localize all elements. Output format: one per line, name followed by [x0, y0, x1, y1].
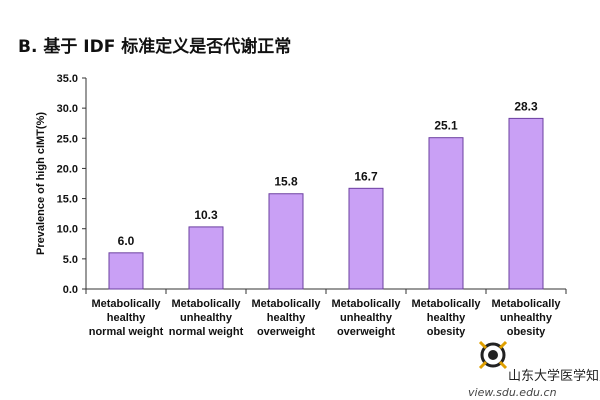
y-axis-title-group: Prevalence of high cIMT(%): [35, 112, 47, 255]
watermark-url: view.sdu.edu.cn: [468, 386, 557, 399]
data-label: 25.1: [434, 119, 458, 133]
category-label: unhealthy: [180, 312, 233, 324]
axes: 0.0 5.0 10.0 15.0 20.0 25.0 30.0 35.0: [57, 73, 567, 296]
category-label: unhealthy: [500, 312, 553, 324]
watermark-logo-icon: [478, 340, 508, 370]
watermark: 山东大学医学知点 view.sdu.edu.cn: [468, 340, 600, 399]
bar: [268, 193, 304, 290]
data-label: 10.3: [194, 208, 218, 222]
labels: 6.0 Metabolically healthy normal weight 10.3…: [89, 99, 562, 338]
category-label: Metabolically: [251, 298, 321, 310]
category-label: healthy: [427, 312, 466, 324]
y-tick-label: 20.0: [57, 163, 78, 175]
category-label: Metabolically: [411, 298, 481, 310]
data-label: 28.3: [514, 99, 538, 113]
category-label: healthy: [107, 312, 146, 324]
category-label: Metabolically: [331, 298, 401, 310]
bars: [108, 117, 544, 290]
category-label: normal weight: [169, 326, 244, 338]
data-label: 16.7: [354, 169, 378, 183]
y-tick-label: 10.0: [57, 224, 78, 236]
category-label: Metabolically: [91, 298, 161, 310]
bar: [188, 226, 224, 290]
category-label: Metabolically: [491, 298, 561, 310]
bar: [348, 187, 384, 290]
bar: [428, 137, 464, 290]
y-tick-label: 25.0: [57, 133, 78, 145]
category-label: obesity: [427, 326, 466, 338]
category-label: healthy: [267, 312, 306, 324]
data-label: 6.0: [118, 234, 135, 248]
chart-title: B. 基于 IDF 标准定义是否代谢正常: [18, 36, 291, 57]
y-axis-title: Prevalence of high cIMT(%): [35, 112, 47, 255]
bar: [508, 117, 544, 290]
category-label: Metabolically: [171, 298, 241, 310]
y-tick-label: 35.0: [57, 73, 78, 85]
category-label: overweight: [337, 326, 395, 338]
bar: [108, 252, 144, 290]
watermark-name: 山东大学医学知点: [508, 368, 600, 384]
data-label: 15.8: [274, 175, 298, 189]
category-label: overweight: [257, 326, 315, 338]
y-tick-label: 15.0: [57, 194, 78, 206]
y-tick-label: 0.0: [63, 284, 78, 296]
y-tick-label: 5.0: [63, 254, 78, 266]
category-label: unhealthy: [340, 312, 393, 324]
y-tick-label: 30.0: [57, 103, 78, 115]
category-label: obesity: [507, 326, 546, 338]
category-label: normal weight: [89, 326, 164, 338]
